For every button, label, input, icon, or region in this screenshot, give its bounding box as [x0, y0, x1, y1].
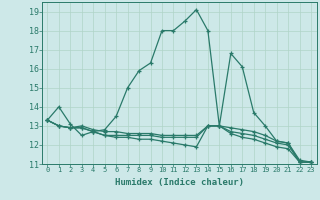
X-axis label: Humidex (Indice chaleur): Humidex (Indice chaleur) — [115, 178, 244, 187]
